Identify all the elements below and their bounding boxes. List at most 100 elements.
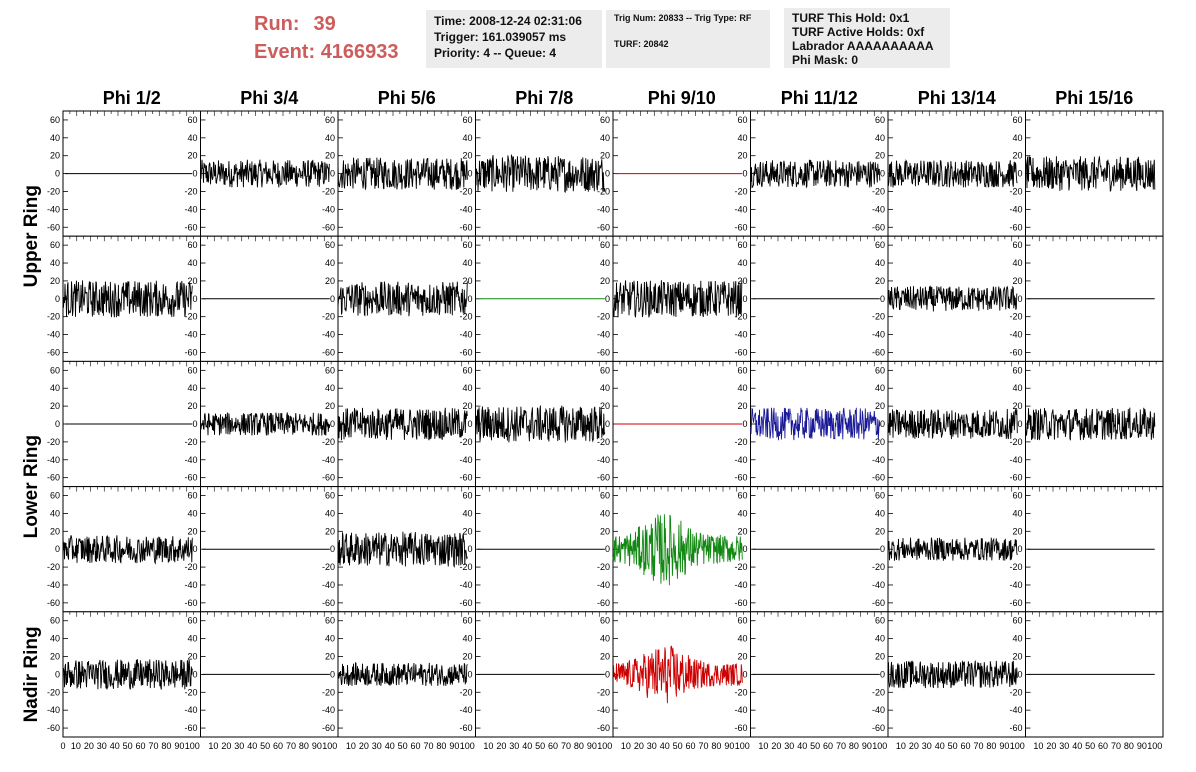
y-tick-label: 0 (605, 294, 610, 304)
y-tick-label: 0 (192, 419, 197, 429)
y-tick-label: 20 (325, 276, 335, 286)
y-tick-label: 0 (330, 544, 335, 554)
y-tick-label: 40 (1012, 634, 1022, 644)
x-tick-label: 20 (909, 741, 919, 751)
x-tick-label: 10 (346, 741, 356, 751)
y-tick-label: -60 (734, 473, 747, 483)
time-text: Time: 2008-12-24 02:31:06 (434, 14, 582, 28)
x-tick-label: 70 (836, 741, 846, 751)
x-tick-label: 30 (922, 741, 932, 751)
y-tick-label: 60 (187, 240, 197, 250)
y-tick-label: 0 (55, 419, 60, 429)
y-tick-label: 0 (880, 169, 885, 179)
x-tick-label: 40 (110, 741, 120, 751)
y-tick-label: 60 (462, 365, 472, 375)
y-tick-label: 20 (50, 401, 60, 411)
y-tick-label: 40 (737, 383, 747, 393)
y-tick-label: 60 (325, 616, 335, 626)
y-tick-label: -20 (597, 437, 610, 447)
waveform-trace (62, 535, 193, 565)
x-tick-label: 30 (97, 741, 107, 751)
waveform-trace (337, 281, 468, 317)
y-tick-label: 0 (55, 294, 60, 304)
x-tick-label: 40 (1072, 741, 1082, 751)
y-tick-label: 0 (742, 544, 747, 554)
y-tick-label: -20 (184, 186, 197, 196)
y-tick-label: 0 (880, 419, 885, 429)
x-tick-label: 30 (784, 741, 794, 751)
y-tick-label: -60 (459, 723, 472, 733)
y-tick-label: 40 (737, 133, 747, 143)
waveform-trace (887, 159, 1018, 188)
waveform-trace (612, 514, 743, 586)
y-tick-label: -20 (459, 562, 472, 572)
trigger-info-box: Trig Num: 20833 -- Trig Type: RF TURF: 2… (606, 10, 770, 68)
y-tick-label: 0 (605, 544, 610, 554)
y-tick-label: 0 (605, 169, 610, 179)
y-tick-label: 20 (1012, 652, 1022, 662)
waveform-trace (337, 157, 468, 190)
y-tick-label: -20 (47, 312, 60, 322)
x-tick-label: 50 (1085, 741, 1095, 751)
waveform-trace (612, 280, 743, 318)
y-tick-label: 20 (737, 151, 747, 161)
y-tick-label: -60 (184, 473, 197, 483)
y-tick-label: -40 (734, 705, 747, 715)
y-tick-label: 0 (55, 169, 60, 179)
y-tick-label: 0 (605, 669, 610, 679)
run-event-readout: Run: 39 Event: 4166933 (254, 10, 399, 66)
y-tick-label: 20 (187, 526, 197, 536)
y-tick-label: 40 (187, 258, 197, 268)
y-tick-label: 60 (187, 491, 197, 501)
ring-label: Upper Ring (21, 185, 42, 287)
y-tick-label: 60 (1012, 491, 1022, 501)
x-tick-label: 10 (71, 741, 81, 751)
y-tick-label: -40 (597, 455, 610, 465)
waveform-trace (337, 531, 468, 568)
y-tick-label: 40 (737, 258, 747, 268)
x-tick-label: 20 (634, 741, 644, 751)
y-tick-label: 0 (880, 669, 885, 679)
y-tick-label: 60 (1012, 616, 1022, 626)
y-tick-label: 20 (1012, 151, 1022, 161)
x-tick-label: 10 (1033, 741, 1043, 751)
y-tick-label: 20 (600, 276, 610, 286)
x-tick-label: 80 (299, 741, 309, 751)
y-tick-label: -20 (872, 186, 885, 196)
y-tick-label: -20 (734, 562, 747, 572)
y-tick-label: 60 (737, 616, 747, 626)
y-tick-label: -60 (1009, 347, 1022, 357)
y-tick-label: 40 (187, 133, 197, 143)
y-tick-label: -20 (872, 687, 885, 697)
y-tick-label: -60 (459, 347, 472, 357)
y-tick-label: 20 (600, 526, 610, 536)
y-tick-label: 20 (50, 652, 60, 662)
y-tick-label: -60 (1009, 222, 1022, 232)
y-tick-label: -40 (47, 705, 60, 715)
y-tick-label: -20 (47, 186, 60, 196)
y-tick-label: -20 (597, 562, 610, 572)
y-tick-label: -20 (322, 562, 335, 572)
y-tick-label: -40 (872, 580, 885, 590)
y-tick-label: -60 (1009, 598, 1022, 608)
x-tick-label: 70 (286, 741, 296, 751)
turf-active-holds-text: TURF Active Holds: 0xf (792, 25, 925, 39)
y-tick-label: 40 (325, 634, 335, 644)
x-tick-label: 30 (647, 741, 657, 751)
y-tick-label: 60 (462, 616, 472, 626)
run-value: 39 (313, 13, 336, 35)
time-info-box: Time: 2008-12-24 02:31:06 Trigger: 161.0… (426, 10, 602, 68)
y-tick-label: 40 (187, 383, 197, 393)
waveform-trace (750, 159, 881, 189)
x-tick-label: 60 (136, 741, 146, 751)
y-tick-label: -20 (47, 687, 60, 697)
y-tick-label: 20 (462, 526, 472, 536)
phi-mask-text: Phi Mask: 0 (792, 53, 859, 67)
y-tick-label: -40 (734, 455, 747, 465)
waveform-trace (475, 153, 606, 193)
column-header: Phi 5/6 (378, 88, 436, 108)
y-tick-label: 20 (50, 526, 60, 536)
y-tick-label: 60 (600, 115, 610, 125)
y-tick-label: 0 (55, 669, 60, 679)
y-tick-label: -60 (184, 347, 197, 357)
